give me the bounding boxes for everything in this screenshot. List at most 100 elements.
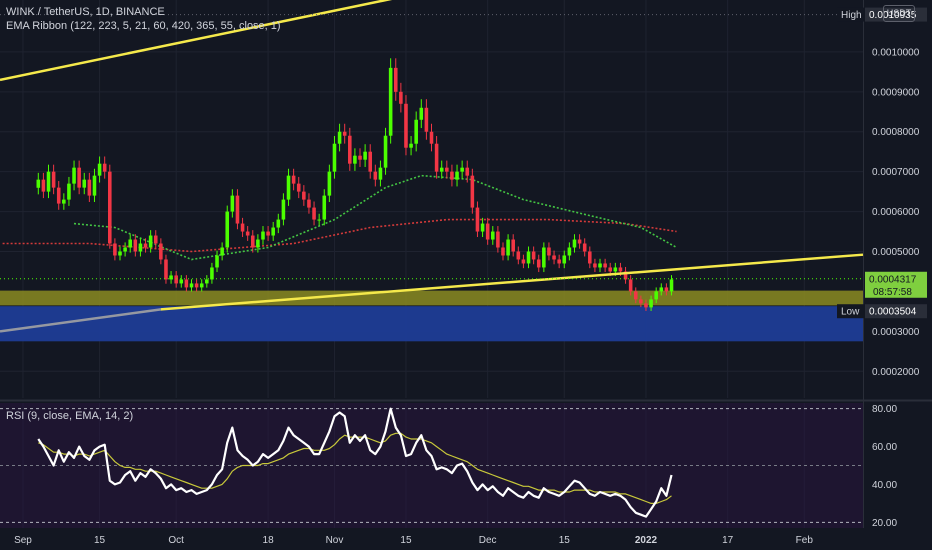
currency-button[interactable]: USDT <box>883 5 915 22</box>
candle <box>148 235 153 248</box>
price-axis-tick: 0.0005000 <box>872 247 920 258</box>
candle <box>113 243 117 256</box>
candle <box>215 255 219 268</box>
candle <box>245 231 250 236</box>
rsi-label[interactable]: RSI (9, close, EMA, 14, 2) <box>6 410 134 422</box>
candle <box>429 131 434 144</box>
high-value: 0.0010935 <box>869 10 917 21</box>
candle <box>159 243 163 260</box>
candle <box>108 171 112 244</box>
time-axis-tick: 15 <box>94 535 106 546</box>
candle <box>123 247 127 252</box>
candle <box>169 275 173 280</box>
candle <box>536 259 541 268</box>
candle <box>552 255 556 260</box>
candle <box>582 243 587 252</box>
candle <box>542 247 546 268</box>
candle <box>286 175 291 200</box>
grey-trendline[interactable] <box>0 308 162 333</box>
candle <box>77 167 81 188</box>
candle <box>460 167 464 172</box>
price-axis-tick: 0.0007000 <box>872 167 920 178</box>
candle <box>378 167 383 180</box>
candle <box>419 107 424 120</box>
candle <box>490 231 495 240</box>
support-zone-yellow <box>0 290 863 306</box>
low-label-bg <box>837 304 864 319</box>
candle <box>281 199 286 220</box>
rsi-axis-tick: 60.00 <box>872 442 897 453</box>
candle <box>230 195 235 212</box>
candle <box>399 91 403 104</box>
candle <box>46 171 51 192</box>
candle <box>67 183 71 200</box>
time-axis-tick: Feb <box>796 535 814 546</box>
candle <box>547 247 551 256</box>
candle <box>434 143 439 172</box>
candle <box>36 179 41 188</box>
time-axis-tick: Nov <box>326 535 344 546</box>
low-value-bg <box>865 304 927 319</box>
candle <box>312 207 316 220</box>
candle <box>639 299 643 304</box>
time-axis-tick: 18 <box>263 535 275 546</box>
last-price-bg <box>865 271 927 298</box>
candle <box>613 267 618 272</box>
candle <box>322 195 327 220</box>
candle <box>567 247 572 256</box>
candle <box>557 259 561 264</box>
candle <box>455 171 459 180</box>
candle <box>618 267 623 272</box>
candle <box>87 179 92 196</box>
candle <box>302 191 306 200</box>
candle <box>501 247 505 256</box>
candle <box>133 239 138 252</box>
candle <box>475 207 480 232</box>
candle <box>388 67 393 136</box>
chart-title: WINK / TetherUS, 1D, BINANCE <box>6 6 165 18</box>
candle <box>572 239 577 248</box>
candle <box>353 155 357 164</box>
candle <box>317 219 321 221</box>
time-axis-tick: 15 <box>400 535 412 546</box>
candle <box>496 231 500 248</box>
countdown-value: 08:57:58 <box>873 287 912 298</box>
lower-trendline[interactable] <box>160 253 864 311</box>
candle <box>342 131 347 136</box>
candle <box>603 263 607 268</box>
price-axis-tick: 0.0008000 <box>872 127 920 138</box>
ema-green-line <box>73 174 677 261</box>
rsi-axis-tick: 40.00 <box>872 480 897 491</box>
candle <box>409 143 413 148</box>
candle <box>608 267 613 272</box>
time-axis-tick: Oct <box>168 535 184 546</box>
candle <box>531 251 536 260</box>
high-label: High <box>841 10 862 21</box>
candle <box>598 263 602 268</box>
candle <box>577 239 582 244</box>
candle <box>521 259 526 264</box>
candle <box>92 175 97 196</box>
candle <box>654 291 658 300</box>
candle <box>383 135 388 168</box>
candle <box>291 175 296 184</box>
candle <box>664 287 669 292</box>
time-axis-tick: Dec <box>479 535 497 546</box>
upper-trendline[interactable] <box>0 0 483 82</box>
candle <box>138 243 143 252</box>
ema-ribbon-label[interactable]: EMA Ribbon (122, 223, 5, 21, 60, 420, 36… <box>6 20 281 32</box>
candle <box>128 239 133 248</box>
price-axis-tick: 0.0002000 <box>872 367 920 378</box>
candle <box>199 283 204 288</box>
candle <box>62 199 66 204</box>
time-axis-tick: 15 <box>559 535 571 546</box>
low-value: 0.0003504 <box>869 307 917 318</box>
candle <box>143 243 148 248</box>
candle <box>41 179 46 192</box>
candle <box>189 283 194 288</box>
candle <box>633 291 638 300</box>
candle <box>358 155 362 160</box>
candle <box>220 247 224 256</box>
candle <box>261 231 265 240</box>
